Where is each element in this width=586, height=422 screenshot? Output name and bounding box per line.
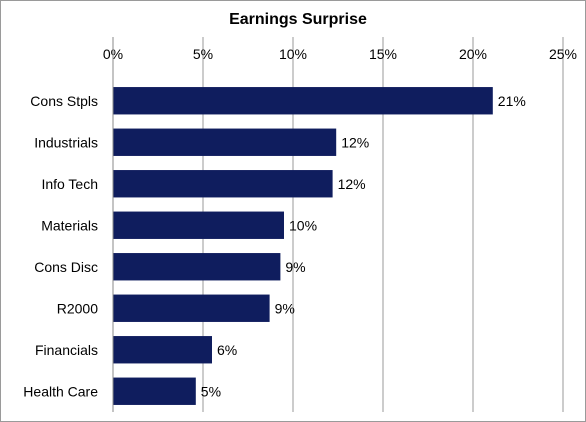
bar bbox=[113, 87, 493, 115]
data-label: 10% bbox=[289, 217, 317, 233]
bar bbox=[113, 336, 212, 364]
x-tick-label: 10% bbox=[279, 46, 307, 62]
chart-title: Earnings Surprise bbox=[229, 11, 367, 28]
data-label: 9% bbox=[285, 259, 305, 275]
x-tick-label: 5% bbox=[193, 46, 213, 62]
category-label: Health Care bbox=[23, 383, 98, 399]
category-labels: Cons Stpls Industrials Info Tech Materials C… bbox=[23, 93, 98, 400]
category-label: Cons Disc bbox=[34, 259, 98, 275]
x-tick-label: 15% bbox=[369, 46, 397, 62]
x-axis-ticks: 0% 5% 10% 15% 20% 25% bbox=[103, 46, 577, 62]
x-tick-label: 20% bbox=[459, 46, 487, 62]
category-label: Materials bbox=[41, 217, 98, 233]
category-label: Financials bbox=[35, 342, 98, 358]
category-label: Info Tech bbox=[41, 176, 98, 192]
bar bbox=[113, 377, 196, 405]
bar bbox=[113, 294, 270, 322]
data-labels: 21% 12% 12% 10% 9% 9% 6% 5% bbox=[201, 93, 526, 400]
data-label: 6% bbox=[217, 342, 237, 358]
category-label: Cons Stpls bbox=[30, 93, 98, 109]
data-label: 5% bbox=[201, 383, 221, 399]
data-label: 9% bbox=[275, 300, 295, 316]
x-tick-label: 25% bbox=[549, 46, 577, 62]
data-label: 12% bbox=[341, 134, 369, 150]
data-label: 12% bbox=[338, 176, 366, 192]
bars bbox=[113, 87, 493, 405]
data-label: 21% bbox=[498, 93, 526, 109]
category-label: Industrials bbox=[34, 134, 98, 150]
bar bbox=[113, 211, 284, 239]
category-label: R2000 bbox=[57, 300, 98, 316]
bar bbox=[113, 170, 333, 198]
bar bbox=[113, 128, 337, 156]
bar bbox=[113, 253, 281, 281]
